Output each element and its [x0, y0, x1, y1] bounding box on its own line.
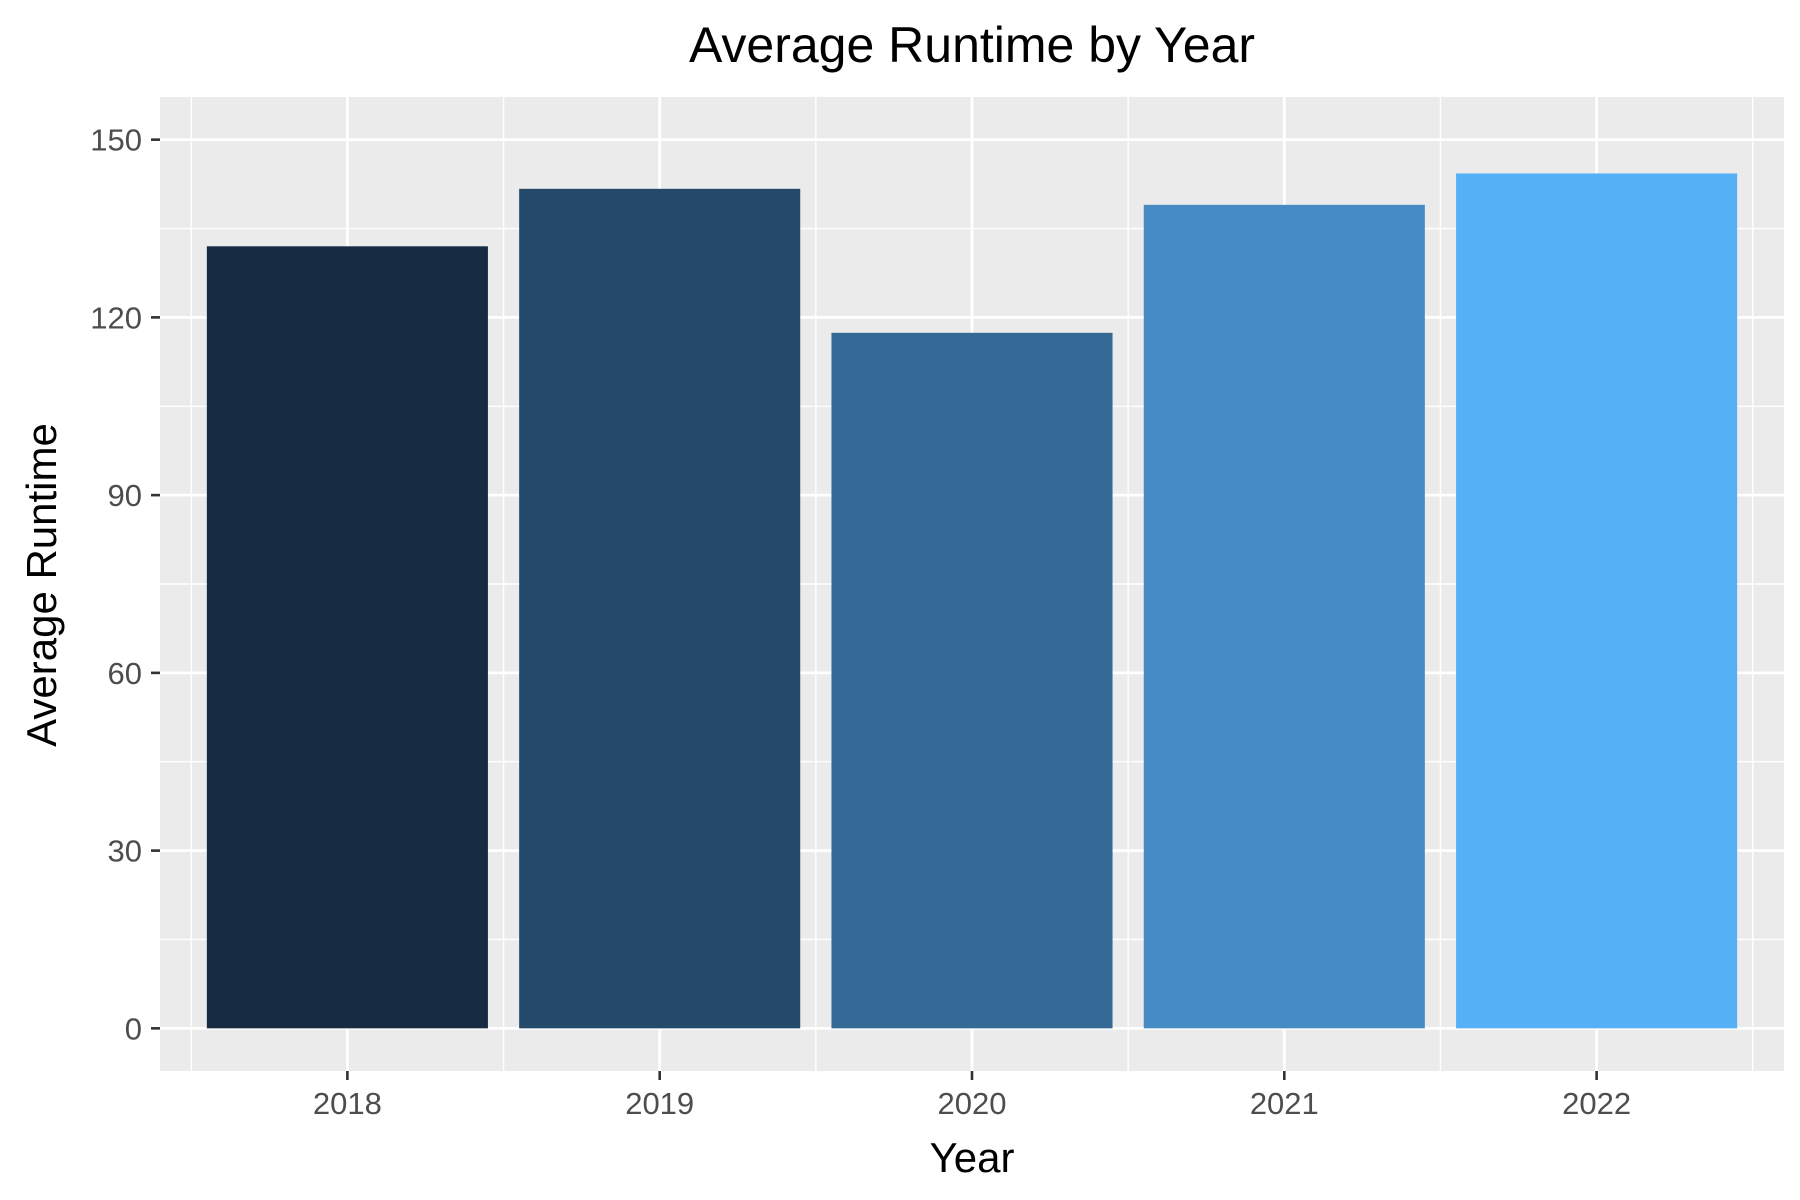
y-axis: 0 30 60 90 120 150	[90, 123, 160, 1046]
bar-2018	[206, 246, 488, 1029]
bars	[206, 173, 1738, 1029]
x-tick-label: 2020	[938, 1086, 1007, 1121]
x-axis-title: Year	[930, 1134, 1015, 1181]
y-tick-label: 30	[108, 834, 142, 869]
x-tick-label: 2021	[1250, 1086, 1319, 1121]
bar-2022	[1456, 173, 1738, 1029]
bar-2021	[1143, 204, 1425, 1029]
y-tick-label: 0	[125, 1011, 142, 1046]
y-tick-label: 150	[90, 123, 142, 158]
y-tick-label: 120	[90, 300, 142, 335]
chart-title: Average Runtime by Year	[689, 17, 1255, 73]
y-tick-label: 60	[108, 656, 142, 691]
bar-2020	[831, 332, 1113, 1029]
bar-2019	[519, 188, 801, 1029]
x-tick-label: 2019	[625, 1086, 694, 1121]
x-tick-label: 2022	[1562, 1086, 1631, 1121]
x-tick-label: 2018	[313, 1086, 382, 1121]
y-axis-title: Average Runtime	[18, 423, 65, 747]
x-axis: 2018 2019 2020 2021 2022	[313, 1071, 1631, 1121]
y-tick-label: 90	[108, 478, 142, 513]
